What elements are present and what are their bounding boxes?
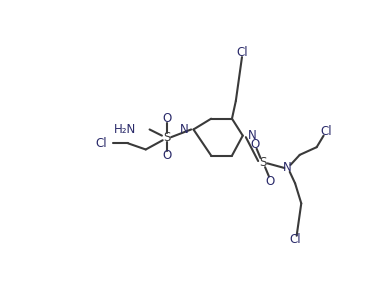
Text: N: N [248,129,256,142]
Text: S: S [163,131,170,144]
Text: O: O [266,175,275,188]
Text: O: O [250,138,260,151]
Text: O: O [162,112,171,125]
Text: S: S [259,156,266,169]
Text: Cl: Cl [236,46,248,59]
Text: N: N [283,161,292,174]
Text: O: O [162,149,171,162]
Text: Cl: Cl [95,137,107,150]
Text: Cl: Cl [320,125,332,138]
Text: H₂N: H₂N [114,123,136,136]
Text: Cl: Cl [289,233,301,246]
Text: N: N [180,123,189,136]
